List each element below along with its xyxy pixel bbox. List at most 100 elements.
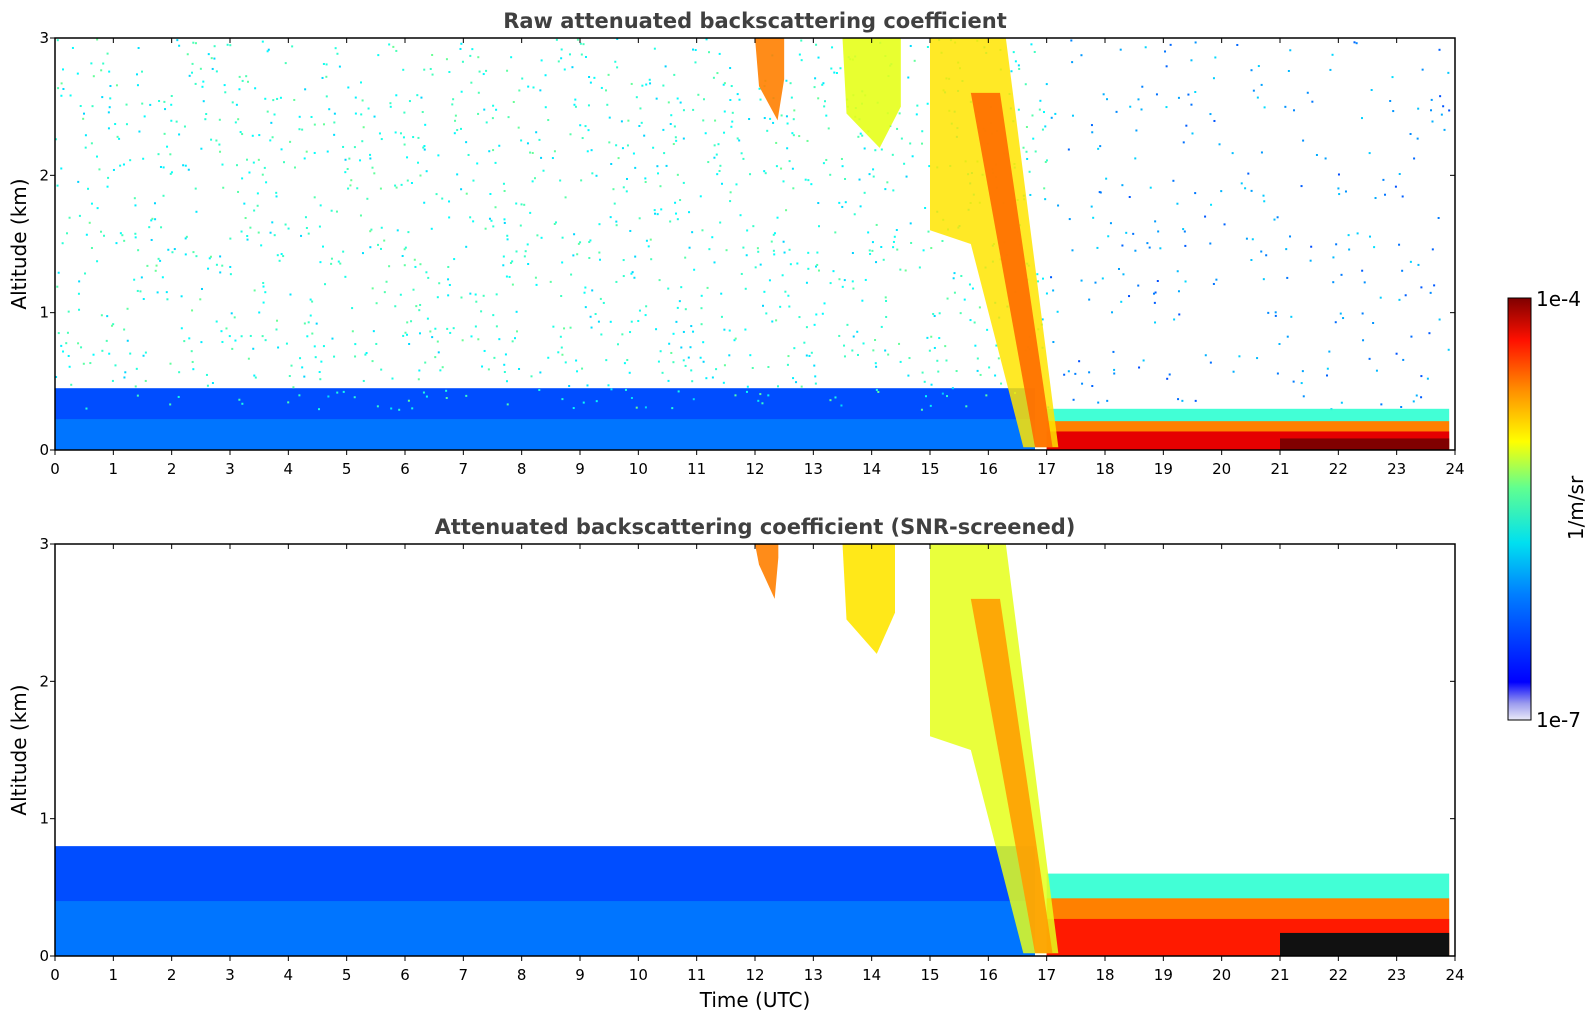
noise-speck xyxy=(844,201,847,204)
noise-speck xyxy=(136,394,139,397)
noise-speck xyxy=(279,96,282,99)
noise-speck xyxy=(309,314,312,317)
noise-speck xyxy=(1102,93,1105,96)
noise-speck xyxy=(1290,315,1293,318)
noise-speck xyxy=(1273,218,1276,221)
x-tick-label: 3 xyxy=(225,460,235,478)
noise-speck xyxy=(249,334,252,337)
noise-speck xyxy=(1128,195,1131,198)
noise-speck xyxy=(880,148,883,151)
noise-speck xyxy=(258,311,261,314)
noise-speck xyxy=(786,363,789,366)
noise-speck xyxy=(420,96,423,99)
noise-speck xyxy=(299,357,302,360)
noise-speck xyxy=(211,67,214,70)
noise-speck xyxy=(1332,281,1335,284)
noise-speck xyxy=(272,99,275,102)
noise-speck xyxy=(908,357,911,360)
noise-speck xyxy=(456,173,459,176)
noise-speck xyxy=(744,328,747,331)
noise-speck xyxy=(808,354,811,357)
noise-speck xyxy=(304,216,307,219)
noise-speck xyxy=(644,406,647,409)
noise-speck xyxy=(362,126,365,129)
noise-speck xyxy=(615,220,618,223)
noise-speck xyxy=(441,366,444,369)
noise-speck xyxy=(293,166,296,169)
noise-speck xyxy=(370,228,373,231)
noise-speck xyxy=(1146,242,1149,245)
noise-speck xyxy=(300,234,303,237)
noise-speck xyxy=(213,57,216,60)
noise-speck xyxy=(285,342,288,345)
noise-speck xyxy=(595,174,598,177)
noise-speck xyxy=(60,94,63,97)
noise-speck xyxy=(405,333,408,336)
noise-speck xyxy=(527,85,530,88)
noise-speck xyxy=(1017,64,1020,67)
noise-speck xyxy=(974,344,977,347)
noise-speck xyxy=(719,164,722,167)
noise-speck xyxy=(840,404,843,407)
noise-speck xyxy=(1380,403,1383,406)
noise-speck xyxy=(775,165,778,168)
noise-speck xyxy=(1096,246,1099,249)
colorbar-min-label: 1e-7 xyxy=(1536,708,1581,732)
noise-speck xyxy=(1068,218,1071,221)
noise-speck xyxy=(488,150,491,153)
noise-speck xyxy=(875,388,878,391)
noise-speck xyxy=(877,390,880,393)
noise-speck xyxy=(417,161,420,164)
noise-speck xyxy=(647,245,650,248)
noise-speck xyxy=(325,75,328,78)
noise-speck xyxy=(262,285,265,288)
noise-speck xyxy=(720,182,723,185)
noise-speck xyxy=(1111,311,1114,314)
noise-speck xyxy=(1092,216,1095,219)
noise-speck xyxy=(163,132,166,135)
noise-speck xyxy=(953,272,956,275)
noise-speck xyxy=(141,102,144,105)
noise-speck xyxy=(672,332,675,335)
noise-speck xyxy=(402,334,405,337)
noise-speck xyxy=(369,153,372,156)
noise-speck xyxy=(857,135,860,138)
x-tick-label: 7 xyxy=(459,460,469,478)
noise-speck xyxy=(465,245,468,248)
noise-speck xyxy=(289,293,292,296)
noise-speck xyxy=(322,62,325,65)
noise-speck xyxy=(924,206,927,209)
noise-speck xyxy=(231,347,234,350)
noise-speck xyxy=(675,212,678,215)
noise-speck xyxy=(230,312,233,315)
noise-speck xyxy=(1074,372,1077,375)
noise-speck xyxy=(723,131,726,134)
noise-speck xyxy=(1032,137,1035,140)
noise-speck xyxy=(899,268,902,271)
noise-speck xyxy=(353,396,356,399)
noise-speck xyxy=(780,167,783,170)
x-tick-label: 12 xyxy=(745,460,764,478)
noise-speck xyxy=(590,149,593,152)
noise-speck xyxy=(1045,159,1048,162)
noise-speck xyxy=(155,264,158,267)
noise-speck xyxy=(1176,270,1179,273)
noise-speck xyxy=(616,66,619,69)
noise-speck xyxy=(589,81,592,84)
noise-speck xyxy=(788,305,791,308)
noise-speck xyxy=(427,276,430,279)
noise-speck xyxy=(276,254,279,257)
noise-speck xyxy=(692,330,695,333)
noise-speck xyxy=(226,43,229,46)
noise-speck xyxy=(859,205,862,208)
noise-speck xyxy=(725,249,728,252)
noise-speck xyxy=(388,43,391,46)
noise-speck xyxy=(946,297,949,300)
x-tick-label: 14 xyxy=(862,460,881,478)
noise-speck xyxy=(322,345,325,348)
noise-speck xyxy=(621,333,624,336)
noise-speck xyxy=(494,206,497,209)
noise-speck xyxy=(716,173,719,176)
noise-speck xyxy=(123,376,126,379)
noise-speck xyxy=(144,351,147,354)
